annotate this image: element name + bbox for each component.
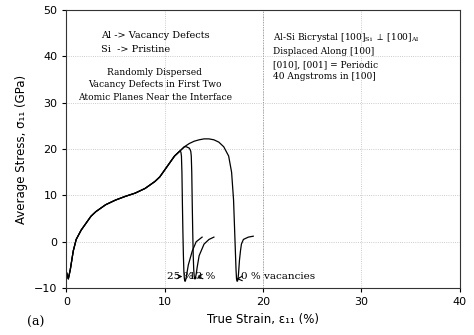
- Text: 0 % vacancies: 0 % vacancies: [238, 272, 316, 281]
- X-axis label: True Strain, ε₁₁ (%): True Strain, ε₁₁ (%): [207, 313, 319, 326]
- Text: 13 %: 13 %: [189, 272, 216, 281]
- Text: Randomly Dispersed
Vacancy Defects in First Two
Atomic Planes Near the Interface: Randomly Dispersed Vacancy Defects in Fi…: [78, 68, 232, 102]
- Text: (a): (a): [27, 316, 45, 329]
- Text: 25 %: 25 %: [167, 272, 193, 281]
- Y-axis label: Average Stress, σ₁₁ (GPa): Average Stress, σ₁₁ (GPa): [15, 74, 28, 224]
- Text: Al -> Vacancy Defects: Al -> Vacancy Defects: [101, 31, 210, 40]
- Text: Si  -> Pristine: Si -> Pristine: [101, 45, 170, 54]
- Text: Al-Si Bicrystal [100]$_{\mathregular{Si}}$ $\perp$ [100]$_{\mathregular{Al}}$
Di: Al-Si Bicrystal [100]$_{\mathregular{Si}…: [273, 31, 419, 81]
